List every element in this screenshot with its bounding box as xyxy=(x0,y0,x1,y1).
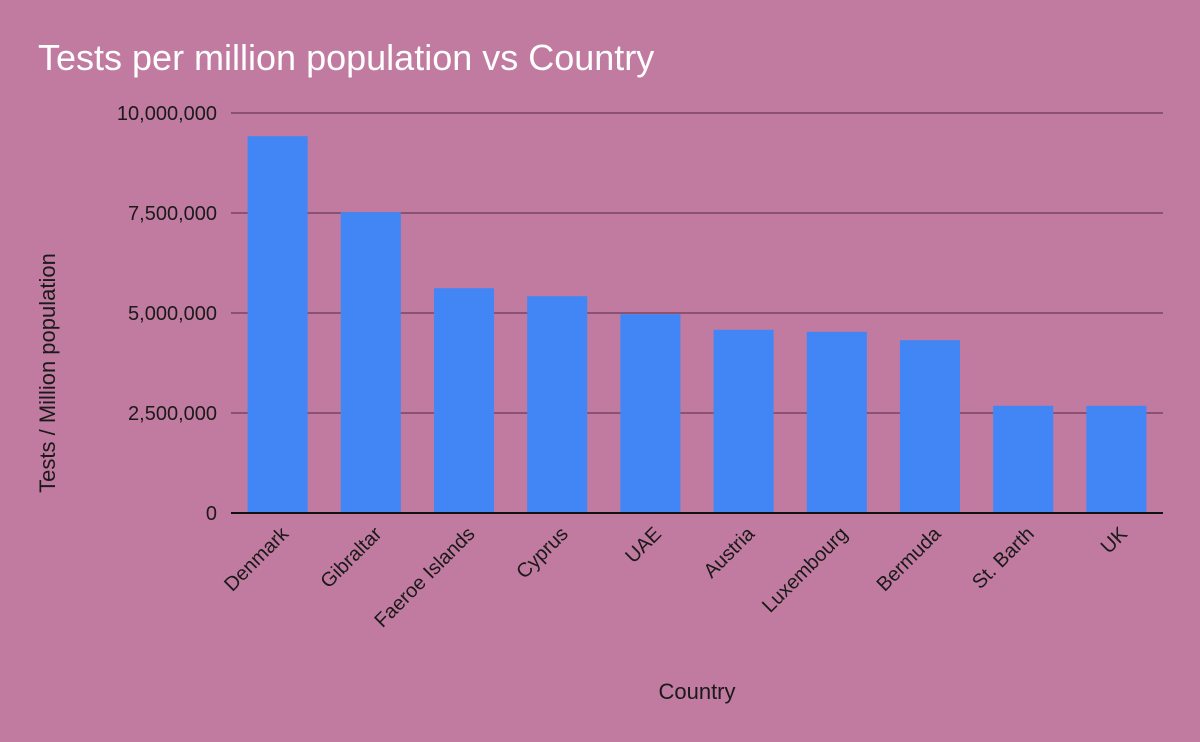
bar xyxy=(993,405,1054,513)
bar xyxy=(713,329,774,513)
bar xyxy=(1086,405,1147,513)
bar xyxy=(247,136,308,513)
y-axis-ticks: 0 2,500,000 5,000,000 7,500,000 10,000,000 xyxy=(117,103,217,525)
x-tick-label: St. Barth xyxy=(968,523,1039,594)
x-tick-label: Denmark xyxy=(220,522,294,596)
y-axis-title: Tests / Million population xyxy=(35,253,60,493)
bars xyxy=(247,136,1147,513)
x-tick-label: Bermuda xyxy=(873,522,947,596)
bar xyxy=(340,212,401,513)
y-tick-label: 7,500,000 xyxy=(128,203,217,225)
bar xyxy=(620,314,681,513)
bar xyxy=(433,288,495,513)
y-tick-label: 5,000,000 xyxy=(128,303,217,325)
chart-title: Tests per million population vs Country xyxy=(38,37,654,78)
x-tick-label: UAE xyxy=(621,523,666,568)
x-tick-label: Austria xyxy=(700,522,760,582)
x-tick-label: Faeroe Islands xyxy=(370,523,479,632)
x-tick-label: Gibraltar xyxy=(317,523,387,593)
x-tick-label: Cyprus xyxy=(512,523,572,583)
y-tick-label: 0 xyxy=(206,503,217,525)
y-tick-label: 10,000,000 xyxy=(117,103,217,125)
x-tick-label: Luxembourg xyxy=(758,523,852,617)
x-tick-label: UK xyxy=(1097,523,1133,559)
x-axis-title: Country xyxy=(658,679,735,704)
y-tick-label: 2,500,000 xyxy=(128,403,217,425)
bar xyxy=(899,340,961,513)
bar xyxy=(527,296,588,513)
bar xyxy=(806,331,867,513)
